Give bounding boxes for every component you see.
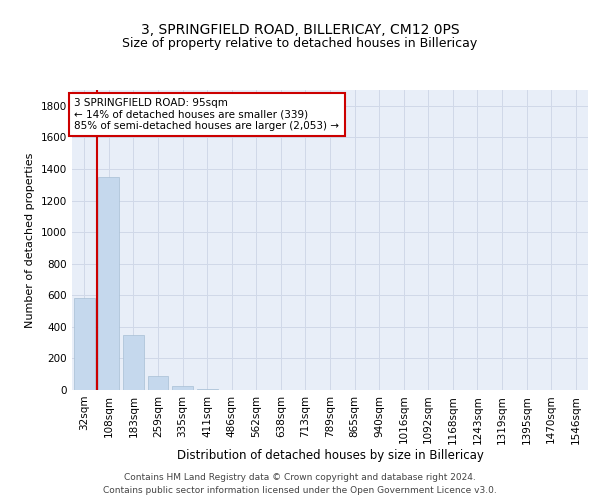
Bar bbox=[98, 177, 119, 390]
Bar bbox=[148, 376, 169, 390]
Bar bbox=[172, 386, 193, 390]
Y-axis label: Number of detached properties: Number of detached properties bbox=[25, 152, 35, 328]
Text: Size of property relative to detached houses in Billericay: Size of property relative to detached ho… bbox=[122, 38, 478, 51]
Text: Contains HM Land Registry data © Crown copyright and database right 2024.
Contai: Contains HM Land Registry data © Crown c… bbox=[103, 474, 497, 495]
Bar bbox=[197, 388, 218, 390]
Text: 3 SPRINGFIELD ROAD: 95sqm
← 14% of detached houses are smaller (339)
85% of semi: 3 SPRINGFIELD ROAD: 95sqm ← 14% of detac… bbox=[74, 98, 340, 131]
Bar bbox=[123, 334, 144, 390]
Bar bbox=[74, 298, 95, 390]
X-axis label: Distribution of detached houses by size in Billericay: Distribution of detached houses by size … bbox=[176, 449, 484, 462]
Text: 3, SPRINGFIELD ROAD, BILLERICAY, CM12 0PS: 3, SPRINGFIELD ROAD, BILLERICAY, CM12 0P… bbox=[140, 22, 460, 36]
